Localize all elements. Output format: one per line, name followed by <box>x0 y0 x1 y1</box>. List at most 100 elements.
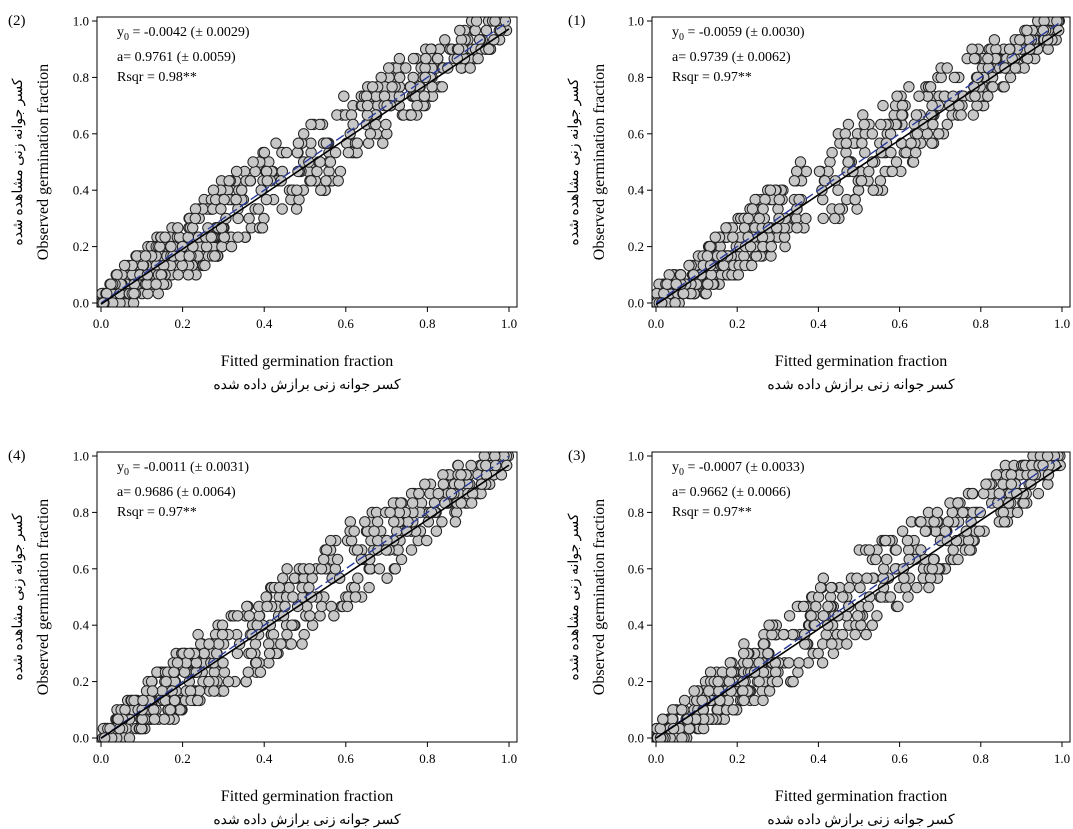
data-point <box>283 581 295 594</box>
data-point <box>232 212 244 225</box>
data-point <box>329 563 342 575</box>
data-point <box>819 175 831 187</box>
regression-line <box>100 464 510 739</box>
data-point <box>216 628 229 641</box>
data-point <box>298 628 310 641</box>
reference-line <box>655 455 1063 739</box>
panel-label: (4) <box>8 448 26 464</box>
data-point <box>833 203 846 215</box>
data-point <box>305 175 317 187</box>
data-point <box>919 525 932 537</box>
data-point <box>275 638 287 650</box>
data-point <box>292 137 305 149</box>
data-point <box>1042 43 1054 55</box>
data-point <box>1021 24 1033 37</box>
data-point <box>395 553 408 566</box>
data-point <box>765 250 777 262</box>
data-point <box>393 52 406 65</box>
x-tick-label: 1.0 <box>1054 316 1070 331</box>
data-point <box>277 572 289 584</box>
data-point <box>303 563 316 575</box>
data-point <box>275 175 287 187</box>
data-point <box>787 675 799 688</box>
data-point <box>727 704 739 716</box>
data-point <box>966 43 978 55</box>
data-point <box>982 52 994 65</box>
data-point <box>184 685 197 697</box>
data-point <box>445 487 458 500</box>
data-point <box>449 516 462 528</box>
reference-line <box>655 20 1063 304</box>
data-point <box>1005 478 1017 490</box>
data-point <box>851 203 863 215</box>
data-point <box>137 259 149 272</box>
data-point <box>947 544 959 556</box>
data-point <box>203 675 215 688</box>
reference-line <box>100 455 510 739</box>
x-tick-label: 0.6 <box>338 751 355 766</box>
data-point <box>663 269 675 281</box>
data-point <box>1005 469 1017 481</box>
data-point <box>720 222 732 234</box>
data-point <box>997 506 1009 519</box>
data-point <box>159 231 171 243</box>
data-point <box>230 165 243 178</box>
data-point <box>263 647 276 660</box>
chart-panel-4: 0.0 0.2 0.4 0.6 0.8 1.0 0.0 0.2 0.4 0.6 0.8 1.0 (3) y… <box>567 448 1071 828</box>
data-point <box>314 610 326 622</box>
data-point <box>192 694 204 707</box>
data-point <box>381 128 393 140</box>
stat-slope: a= 0.9739 (± 0.0062) <box>672 50 791 65</box>
data-point <box>952 553 964 566</box>
data-point <box>489 17 501 27</box>
data-point <box>285 638 297 650</box>
data-point <box>331 553 344 566</box>
data-point <box>150 278 162 290</box>
stat-rsqr: Rsqr = 0.97** <box>672 70 752 85</box>
data-point <box>946 506 958 519</box>
x-tick-label: 0.0 <box>648 316 664 331</box>
data-point <box>208 685 220 697</box>
y-tick-label: 0.0 <box>628 296 644 311</box>
data-point <box>432 487 444 500</box>
data-point <box>216 619 229 631</box>
data-point <box>187 222 199 234</box>
data-point <box>905 137 917 149</box>
data-point <box>348 581 361 594</box>
data-point <box>677 287 690 300</box>
data-point <box>817 193 829 206</box>
data-point <box>351 544 364 556</box>
data-point <box>812 647 824 660</box>
y-tick-label: 0.0 <box>73 731 89 746</box>
data-point <box>824 591 837 603</box>
data-point <box>298 128 310 140</box>
data-point <box>704 666 717 678</box>
data-point <box>866 128 878 140</box>
data-point <box>704 240 716 253</box>
data-point <box>667 722 680 735</box>
data-point <box>928 516 940 528</box>
data-point <box>137 694 149 707</box>
data-point <box>296 638 308 650</box>
data-point <box>842 118 855 131</box>
data-point <box>1037 24 1050 37</box>
data-point <box>861 572 873 584</box>
y-axis-title: Observed germination fraction <box>35 64 52 260</box>
data-point <box>705 269 717 281</box>
y-tick-label: 0.6 <box>628 126 645 141</box>
data-point <box>858 118 870 131</box>
data-point <box>231 610 244 622</box>
data-point <box>769 657 781 669</box>
data-point <box>877 99 889 112</box>
data-point <box>998 516 1011 528</box>
data-point <box>732 269 745 281</box>
data-point <box>432 52 444 65</box>
data-point <box>280 146 293 159</box>
y-tick-label: 0.4 <box>73 618 90 633</box>
data-point <box>328 610 340 622</box>
x-axis-title-fa: کسر جوانه زنی برازش داده شده <box>767 813 955 828</box>
data-point <box>225 240 238 253</box>
data-point <box>675 269 687 281</box>
data-point <box>915 516 927 528</box>
